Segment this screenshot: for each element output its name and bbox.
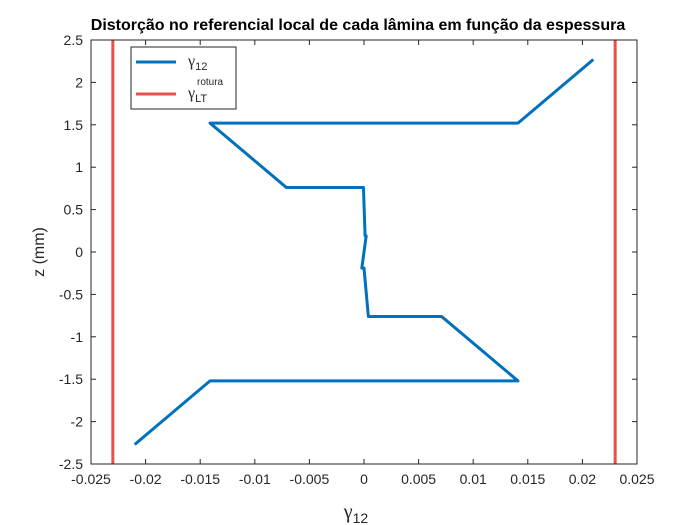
x-tick-label: -0.005 [290,471,330,487]
x-tick-label: 0.015 [510,471,545,487]
x-tick-label: 0.01 [460,471,487,487]
x-ticks: -0.025 -0.02 -0.015 -0.01 -0.005 0 0.005 0.01 0.… [71,40,655,487]
x-tick-label: 0 [360,471,368,487]
x-tick-label: -0.01 [239,471,271,487]
legend-box [130,46,237,110]
plot-area: -0.025 -0.02 -0.015 -0.01 -0.005 0 0.005 0.01 0.… [59,32,655,487]
x-tick-label: -0.015 [180,471,220,487]
y-tick-label: -1.5 [59,371,83,387]
y-tick-label: -0.5 [59,286,83,302]
legend-label-gamma12: γ12 [187,53,207,73]
x-axis-label-base: γ [343,501,353,523]
x-axis-label: γ12 [343,501,369,525]
y-tick-label: -1 [71,329,84,345]
y-tick-label: 1 [75,159,83,175]
y-ticks: -2.5 -2 -1.5 -1 -0.5 0 0.5 1 1.5 2 2.5 [59,32,637,472]
y-tick-label: 0 [75,244,83,260]
y-axis-label: z (mm) [31,227,48,277]
y-tick-label: 2.5 [64,32,84,48]
y-tick-label: -2.5 [59,456,83,472]
legend-label-gammaLT-sup: rotura [197,77,224,88]
y-tick-label: 0.5 [64,202,84,218]
x-tick-label: -0.025 [71,471,111,487]
legend-label-gamma12-base: γ [187,53,195,70]
series-layer [111,40,617,464]
x-tick-label: -0.02 [130,471,162,487]
x-tick-label: 0.02 [569,471,596,487]
series-0-line [133,58,595,446]
x-tick-label: 0.025 [619,471,654,487]
y-tick-label: 1.5 [64,117,84,133]
x-axis-label-sub: 12 [353,510,369,525]
legend: γ12 γLT rotura [130,46,237,110]
legend-label-gammaLT-rotura: γLT [187,85,207,105]
x-tick-label: 0.005 [401,471,436,487]
legend-label-gammaLT-base: γ [187,85,195,102]
legend-label-gammaLT-sub: LT [195,93,207,105]
chart-title: Distorção no referencial local de cada l… [91,17,626,34]
legend-label-gamma12-sub: 12 [195,61,207,73]
y-tick-label: -2 [71,414,84,430]
y-tick-label: 2 [75,74,83,90]
